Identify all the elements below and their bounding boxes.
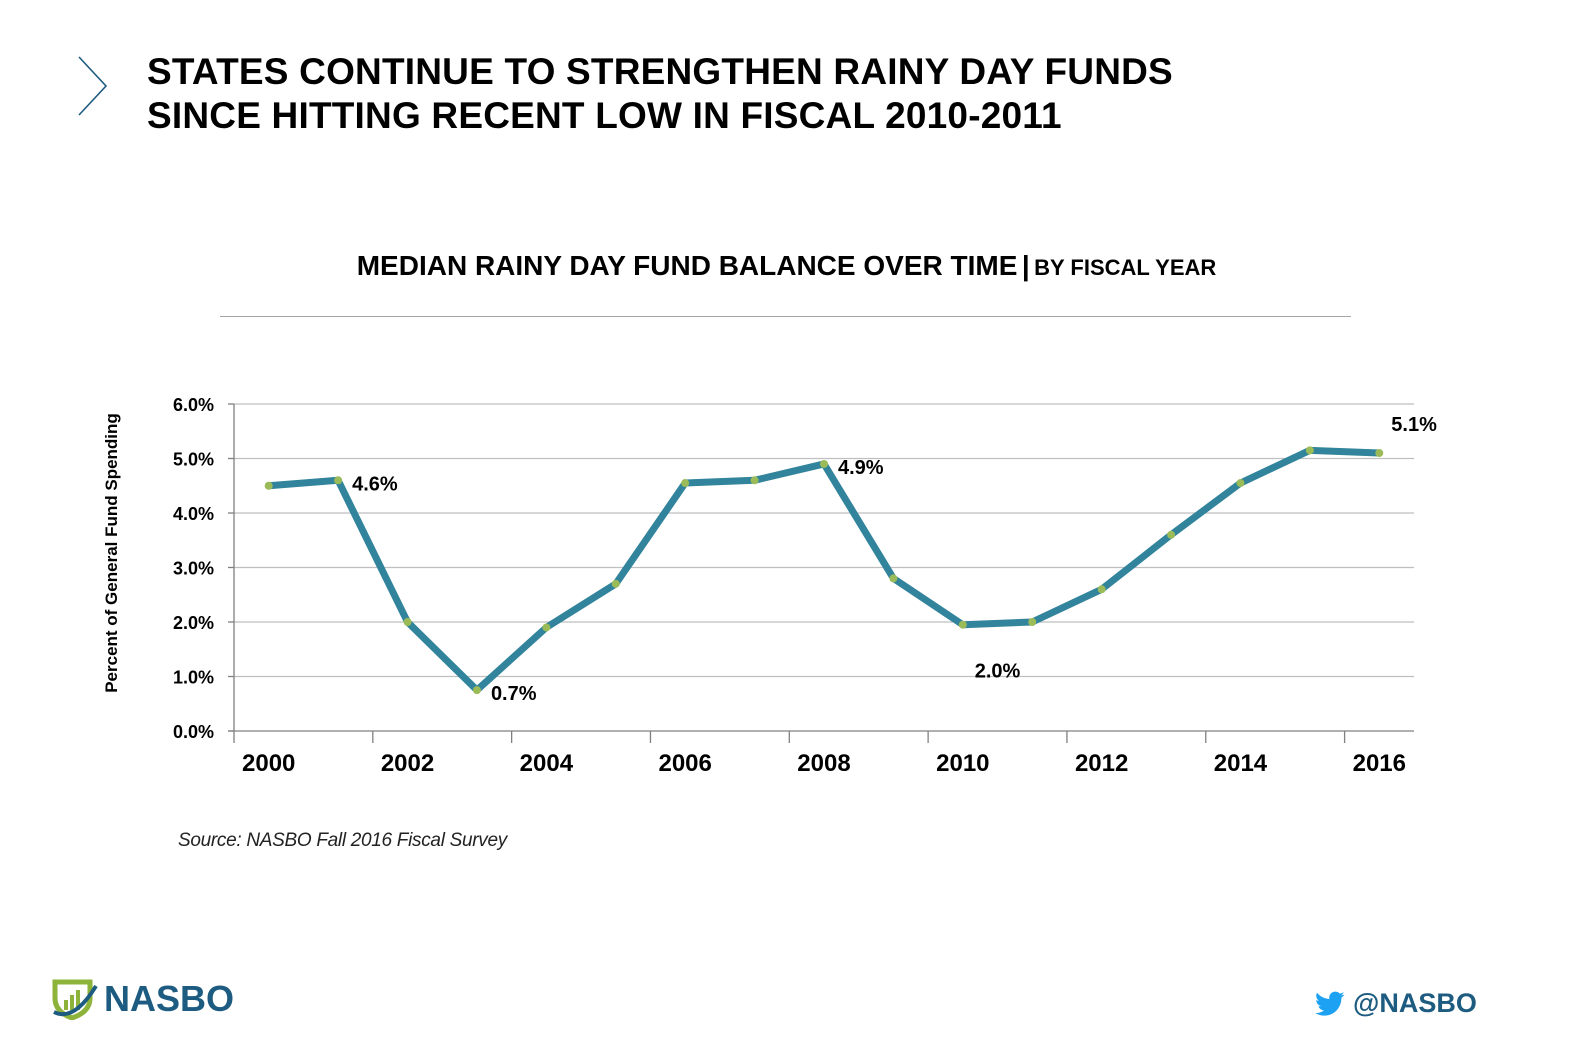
slide-title-line-2: SINCE HITTING RECENT LOW IN FISCAL 2010-… — [147, 95, 1062, 136]
chart-title: MEDIAN RAINY DAY FUND BALANCE OVER TIME … — [0, 250, 1573, 282]
slide-title: STATES CONTINUE TO STRENGTHEN RAINY DAY … — [147, 50, 1173, 138]
data-point — [1097, 585, 1106, 594]
data-point — [611, 579, 620, 588]
twitter-handle: @NASBO — [1353, 988, 1477, 1018]
x-tick-label: 2004 — [520, 750, 574, 777]
nasbo-logo: NASBO — [52, 978, 234, 1020]
chart-subtitle: BY FISCAL YEAR — [1034, 255, 1217, 280]
chart-title-main: MEDIAN RAINY DAY FUND BALANCE OVER TIME — [356, 250, 1018, 281]
y-tick-label: 6.0% — [173, 395, 214, 415]
data-labels: 4.6% 0.7% 4.9% 2.0% 5.1% — [352, 414, 1437, 705]
y-tick-label: 2.0% — [173, 613, 214, 633]
data-point — [1305, 446, 1314, 455]
data-point — [472, 686, 481, 695]
data-label: 4.6% — [352, 473, 398, 495]
y-tick-label: 5.0% — [173, 450, 214, 470]
data-point — [889, 574, 898, 583]
title-divider — [220, 316, 1351, 317]
data-point — [1375, 449, 1384, 458]
slide-title-line-1: STATES CONTINUE TO STRENGTHEN RAINY DAY … — [147, 51, 1173, 92]
axes: 0.0% 1.0% 2.0% 3.0% 4.0% 5.0% 6.0% 2000 2002 2004… — [173, 395, 1414, 777]
y-axis-label: Percent of General Fund Spending — [102, 413, 121, 693]
data-label: 5.1% — [1391, 414, 1437, 436]
twitter-bird-icon — [1315, 991, 1345, 1016]
x-tick-label: 2002 — [381, 750, 434, 777]
x-tick-label: 2006 — [658, 750, 711, 777]
data-point — [403, 618, 412, 626]
data-point — [334, 476, 343, 485]
gridlines — [234, 403, 1414, 678]
series — [264, 446, 1384, 695]
series-line — [265, 446, 1383, 694]
data-label: 0.7% — [491, 683, 537, 705]
chevron-right-icon — [78, 56, 108, 116]
data-point — [681, 479, 690, 488]
y-tick-label: 3.0% — [173, 559, 214, 579]
data-point — [264, 481, 273, 490]
x-tick-label: 2010 — [936, 750, 989, 777]
data-point — [1028, 618, 1037, 626]
y-tick-label: 4.0% — [173, 504, 214, 524]
nasbo-logo-icon — [52, 979, 98, 1020]
x-tick-label: 2012 — [1075, 750, 1128, 777]
data-point — [1167, 530, 1176, 539]
x-tick-label: 2016 — [1353, 750, 1406, 777]
chart-title-separator: | — [1021, 250, 1030, 281]
data-label: 2.0% — [975, 660, 1021, 682]
data-point — [958, 620, 967, 629]
y-tick-label: 1.0% — [173, 668, 214, 688]
data-point — [750, 476, 759, 485]
data-point — [820, 459, 828, 468]
source-note: Source: NASBO Fall 2016 Fiscal Survey — [178, 830, 507, 851]
y-tick-label: 0.0% — [173, 722, 214, 742]
data-point — [542, 623, 551, 632]
x-tick-label: 2000 — [242, 750, 295, 777]
twitter-handle-block: @NASBO — [1315, 988, 1477, 1019]
x-tick-label: 2014 — [1214, 750, 1268, 777]
logo-text: NASBO — [104, 978, 235, 1019]
data-point — [1236, 479, 1245, 488]
x-tick-label: 2008 — [797, 750, 850, 777]
data-label: 4.9% — [838, 457, 884, 479]
